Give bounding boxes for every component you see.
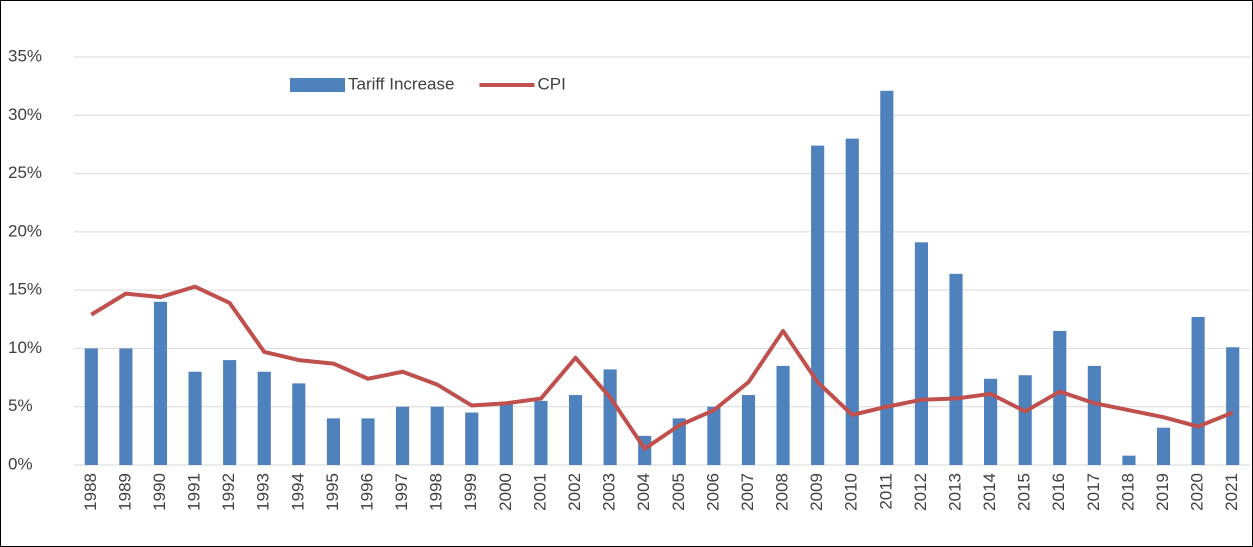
x-tick-label: 2011 <box>876 473 895 510</box>
x-tick-label: 1991 <box>185 473 204 511</box>
x-tick-label: 2003 <box>600 473 619 511</box>
legend-label: Tariff Increase <box>348 74 454 93</box>
bar <box>1226 347 1240 465</box>
y-tick-label: 10% <box>8 338 42 357</box>
x-tick-label: 2017 <box>1084 473 1103 511</box>
bar <box>396 406 410 465</box>
legend-swatch <box>290 78 345 92</box>
x-tick-label: 2005 <box>669 473 688 511</box>
x-tick-label: 1990 <box>150 473 169 511</box>
y-tick-label: 35% <box>8 46 42 65</box>
x-tick-label: 2006 <box>703 473 722 511</box>
x-tick-label: 1999 <box>461 473 480 511</box>
bar <box>811 145 825 465</box>
bar <box>326 418 340 465</box>
bar <box>1122 455 1136 465</box>
x-tick-label: 1988 <box>81 473 100 511</box>
bar <box>1053 330 1067 465</box>
x-tick-label: 2010 <box>842 473 861 511</box>
bar <box>119 348 133 465</box>
x-tick-label: 2013 <box>945 473 964 511</box>
x-tick-label: 2002 <box>565 473 584 511</box>
bar <box>534 400 548 465</box>
x-tick-label: 2004 <box>634 473 653 511</box>
bar <box>1156 427 1171 465</box>
x-tick-label: 2001 <box>530 473 549 511</box>
x-tick-label: 1998 <box>427 473 446 511</box>
bar <box>880 90 894 465</box>
bar <box>84 348 98 465</box>
y-tick-label: 20% <box>8 221 42 240</box>
y-tick-label: 25% <box>8 163 42 182</box>
y-tick-label: 5% <box>8 396 33 415</box>
x-tick-label: 1992 <box>219 473 238 511</box>
bar <box>672 418 686 465</box>
legend-label: CPI <box>537 74 565 93</box>
x-tick-label: 2016 <box>1049 473 1068 511</box>
x-tick-label: 2008 <box>773 473 792 511</box>
bar <box>776 365 790 465</box>
x-tick-label: 2014 <box>980 473 999 511</box>
x-tick-label: 1997 <box>392 473 411 511</box>
bar <box>741 395 756 465</box>
x-tick-label: 1994 <box>288 473 307 511</box>
x-tick-label: 2015 <box>1015 473 1034 511</box>
bar <box>153 301 168 465</box>
bar <box>223 360 237 465</box>
x-tick-label: 1989 <box>115 473 134 511</box>
line <box>90 284 1234 451</box>
bar <box>499 403 513 465</box>
bar <box>1191 316 1205 465</box>
bar <box>1018 375 1032 465</box>
bar <box>707 406 721 465</box>
y-tick-label: 0% <box>8 454 33 473</box>
bar <box>845 138 859 465</box>
bar <box>949 273 963 465</box>
bar <box>188 371 202 465</box>
x-tick-label: 2021 <box>1222 473 1241 511</box>
bar <box>361 418 375 465</box>
x-tick-label: 2012 <box>911 473 930 511</box>
x-tick-label: 2020 <box>1188 473 1207 511</box>
bar <box>603 369 617 465</box>
x-tick-label: 1993 <box>254 473 273 511</box>
x-tick-label: 1995 <box>323 473 342 511</box>
bar <box>465 412 479 465</box>
x-tick-label: 2007 <box>738 473 757 511</box>
x-tick-label: 2018 <box>1118 473 1137 511</box>
bar <box>568 395 583 465</box>
y-tick-label: 15% <box>8 280 42 299</box>
bar <box>292 383 306 465</box>
x-tick-label: 2009 <box>807 473 826 511</box>
bar <box>1087 365 1101 465</box>
x-tick-label: 2000 <box>496 473 515 511</box>
y-tick-label: 30% <box>8 105 42 124</box>
bar <box>914 242 928 465</box>
bar <box>257 371 271 465</box>
bar <box>984 378 998 465</box>
bar <box>430 406 444 465</box>
x-tick-label: 1996 <box>357 473 376 511</box>
x-tick-label: 2019 <box>1153 473 1172 511</box>
